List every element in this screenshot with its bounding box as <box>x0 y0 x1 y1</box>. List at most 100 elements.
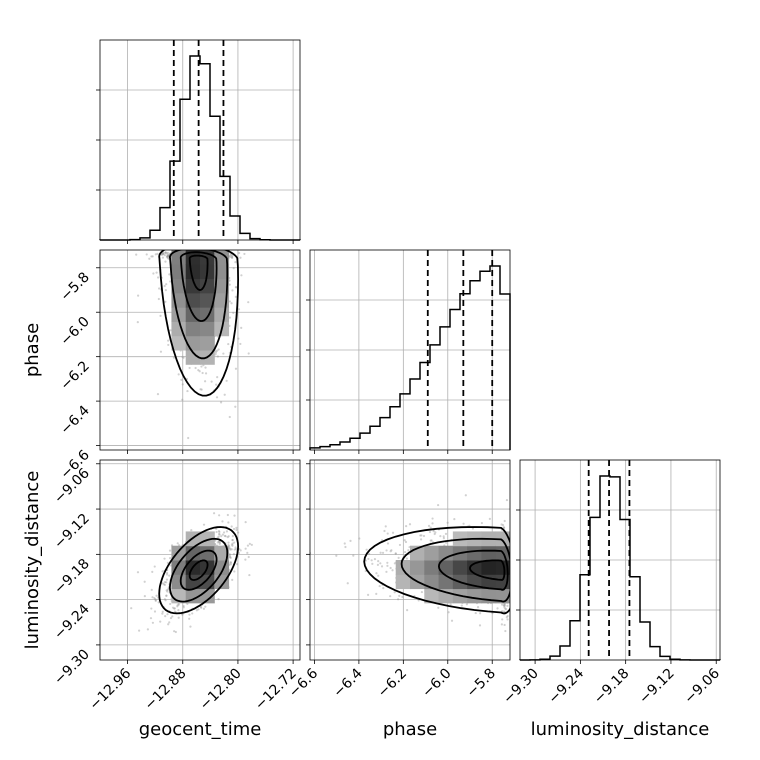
sample-point <box>148 257 151 260</box>
sample-point <box>217 598 220 601</box>
sample-point <box>386 561 389 564</box>
sample-point <box>231 538 234 542</box>
sample-point <box>379 551 382 554</box>
sample-point <box>220 535 223 538</box>
density-cell <box>424 545 440 561</box>
sample-point <box>504 607 507 610</box>
sample-point <box>164 251 168 254</box>
histogram-geocent_time <box>100 55 300 241</box>
sample-point <box>229 556 232 560</box>
contour-3 <box>158 250 240 397</box>
sample-point <box>429 539 432 542</box>
sample-point <box>154 253 157 256</box>
sample-point <box>431 517 434 520</box>
sample-point <box>163 580 166 584</box>
sample-point <box>434 531 437 534</box>
sample-point <box>397 556 400 559</box>
density-cell <box>200 292 215 308</box>
y-tick-label: −6.0 <box>57 314 92 349</box>
sample-point <box>228 415 231 419</box>
sample-point <box>197 369 200 372</box>
sample-point <box>368 552 371 556</box>
sample-point <box>437 503 440 507</box>
sample-point <box>478 624 482 627</box>
sample-point <box>384 525 387 528</box>
sample-point <box>449 603 452 606</box>
density-cell <box>171 264 187 280</box>
density-cell <box>200 307 215 322</box>
sample-point <box>154 599 157 602</box>
contour-3 <box>363 526 510 615</box>
density-cell <box>467 545 482 561</box>
sample-point <box>168 621 171 624</box>
sample-point <box>173 607 176 610</box>
sample-point <box>190 529 193 532</box>
y-tick-label: −9.30 <box>51 646 93 688</box>
sample-point <box>153 610 157 613</box>
sample-point <box>216 355 220 358</box>
x-tick-label: −12.96 <box>86 665 134 713</box>
sample-point <box>168 549 172 552</box>
sample-point <box>174 630 177 634</box>
sample-point <box>210 380 213 383</box>
sample-point <box>165 594 168 597</box>
sample-point <box>218 530 221 534</box>
sample-point <box>197 608 200 611</box>
sample-point <box>500 623 503 626</box>
sample-point <box>162 583 165 586</box>
density-cell <box>481 560 497 575</box>
sample-point <box>502 610 505 613</box>
sample-point <box>167 253 170 256</box>
sample-point <box>228 283 231 286</box>
sample-point <box>172 356 176 359</box>
x-tick-label: −9.06 <box>681 665 723 707</box>
sample-point <box>235 526 238 529</box>
sample-point <box>229 561 233 564</box>
sample-point <box>247 555 250 559</box>
sample-point <box>385 570 388 573</box>
sample-point <box>386 564 389 567</box>
sample-point <box>177 373 180 376</box>
sample-point <box>173 610 177 613</box>
sample-point <box>229 548 232 551</box>
sample-point <box>151 255 154 258</box>
sample-point <box>501 618 504 621</box>
sample-point <box>231 254 234 257</box>
sample-point <box>200 388 203 391</box>
sample-point <box>165 255 169 258</box>
sample-point <box>506 614 509 618</box>
sample-point <box>204 605 207 608</box>
sample-point <box>167 255 170 258</box>
sample-point <box>154 598 157 602</box>
sample-point <box>163 557 166 560</box>
sample-point <box>403 550 407 554</box>
sample-point <box>215 383 218 386</box>
sample-point <box>164 251 167 254</box>
sample-point <box>227 342 230 346</box>
sample-point <box>231 535 234 538</box>
density-cell <box>200 335 215 351</box>
sample-point <box>166 561 169 564</box>
sample-point <box>506 604 509 607</box>
sample-point <box>488 517 491 520</box>
sample-point <box>429 526 432 529</box>
sample-point <box>377 560 380 563</box>
sample-point <box>228 554 231 557</box>
sample-point <box>163 253 166 257</box>
sample-point <box>246 551 249 554</box>
sample-point <box>228 316 232 319</box>
sample-point <box>217 530 221 533</box>
sample-point <box>181 383 184 386</box>
sample-point <box>227 543 230 547</box>
sample-point <box>188 613 191 616</box>
sample-point <box>156 276 160 279</box>
sample-point <box>381 551 385 554</box>
sample-point <box>502 524 505 527</box>
sample-point <box>179 453 181 455</box>
sample-point <box>173 607 176 610</box>
sample-point <box>166 571 169 575</box>
contour-2 <box>168 250 229 360</box>
sample-point <box>234 546 237 549</box>
sample-point <box>177 609 180 612</box>
sample-point <box>233 548 236 551</box>
